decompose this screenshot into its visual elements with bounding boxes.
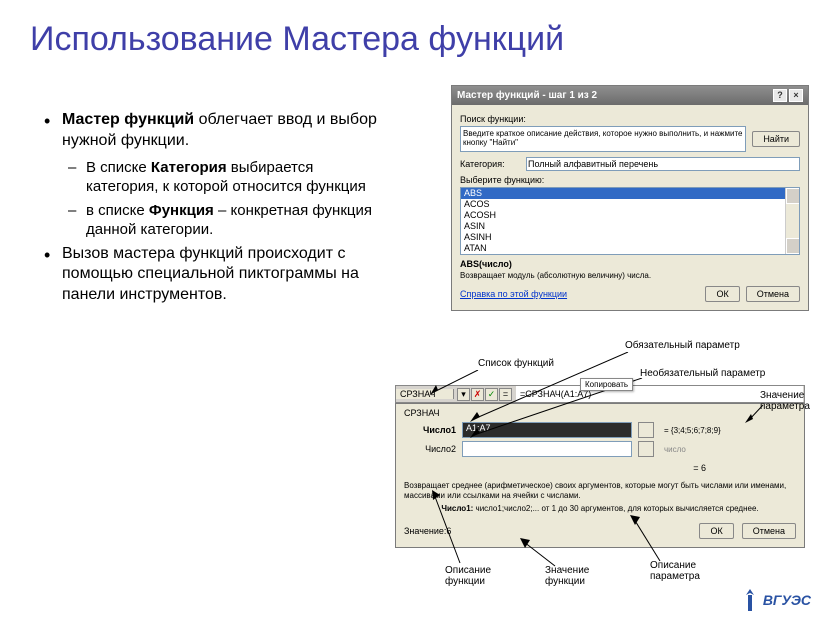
callout-optional-param: Необязательный параметр <box>640 368 765 379</box>
calc-result: = 6 <box>404 463 796 473</box>
bullet-1b: в списке Функция – конкретная функция да… <box>40 201 380 240</box>
list-item[interactable]: ASIN <box>461 221 799 232</box>
list-item[interactable]: ACOSH <box>461 210 799 221</box>
arg1-result: = {3;4;5;6;7;8;9} <box>660 426 721 435</box>
callout-arrow <box>745 405 765 425</box>
close-icon[interactable]: × <box>789 89 803 102</box>
ok-button[interactable]: ОК <box>699 523 733 539</box>
cancel-button[interactable]: Отмена <box>742 523 796 539</box>
callout-func-value: Значение функции <box>545 565 605 587</box>
search-label: Поиск функции: <box>460 114 800 124</box>
arg2-hint: число <box>660 445 686 454</box>
bullet-1: Мастер функций облегчает ввод и выбор ну… <box>40 110 380 152</box>
function-wizard-dialog: Мастер функций - шаг 1 из 2 ? × Поиск фу… <box>451 85 809 311</box>
category-select[interactable]: Полный алфавитный перечень <box>526 157 800 171</box>
slide-title: Использование Мастера функций <box>30 20 564 59</box>
cancel-button[interactable]: Отмена <box>746 286 800 302</box>
list-item[interactable]: ACOS <box>461 199 799 210</box>
category-label: Категория: <box>460 159 520 169</box>
function-description: Возвращает модуль (абсолютную величину) … <box>460 271 800 280</box>
bullet-1-bold: Мастер функций <box>62 111 194 128</box>
dialog1-titlebar[interactable]: Мастер функций - шаг 1 из 2 ? × <box>452 86 808 105</box>
logo: ВГУЭС <box>741 587 811 613</box>
listbox-scrollbar[interactable] <box>785 188 799 254</box>
ok-button[interactable]: ОК <box>705 286 739 302</box>
content-text: Мастер функций облегчает ввод и выбор ну… <box>40 110 380 312</box>
collapse-dialog-icon[interactable] <box>638 441 654 457</box>
callout-param-value: Значение параметра <box>760 390 820 412</box>
function-syntax: ABS(число) <box>460 259 800 269</box>
arg2-label: Число2 <box>404 444 456 454</box>
callout-param-desc: Описание параметра <box>650 560 710 582</box>
help-link[interactable]: Справка по этой функции <box>460 289 567 299</box>
dialog1-title: Мастер функций - шаг 1 из 2 <box>457 90 597 101</box>
callout-arrow <box>430 490 470 565</box>
search-input[interactable]: Введите краткое описание действия, котор… <box>460 126 746 152</box>
list-item[interactable]: ATAN <box>461 243 799 254</box>
find-button[interactable]: Найти <box>752 131 800 147</box>
arg2-input[interactable] <box>462 441 632 457</box>
callout-arrow <box>520 538 560 568</box>
list-item[interactable]: ATAN2 <box>461 254 799 255</box>
bullet-1a: В списке Категория выбирается категория,… <box>40 158 380 197</box>
help-icon[interactable]: ? <box>773 89 787 102</box>
arg1-label: Число1 <box>404 425 456 435</box>
bullet-2: Вызов мастера функций происходит с помощ… <box>40 244 380 306</box>
select-function-label: Выберите функцию: <box>460 175 800 185</box>
callout-func-desc: Описание функции <box>445 565 505 587</box>
context-menu[interactable]: Копировать <box>580 378 633 391</box>
callout-required-param: Обязательный параметр <box>625 340 740 351</box>
list-item[interactable]: ABS <box>461 188 799 199</box>
list-item[interactable]: ASINH <box>461 232 799 243</box>
callout-arrow <box>630 515 665 563</box>
function-listbox[interactable]: ABS ACOS ACOSH ASIN ASINH ATAN ATAN2 <box>460 187 800 255</box>
